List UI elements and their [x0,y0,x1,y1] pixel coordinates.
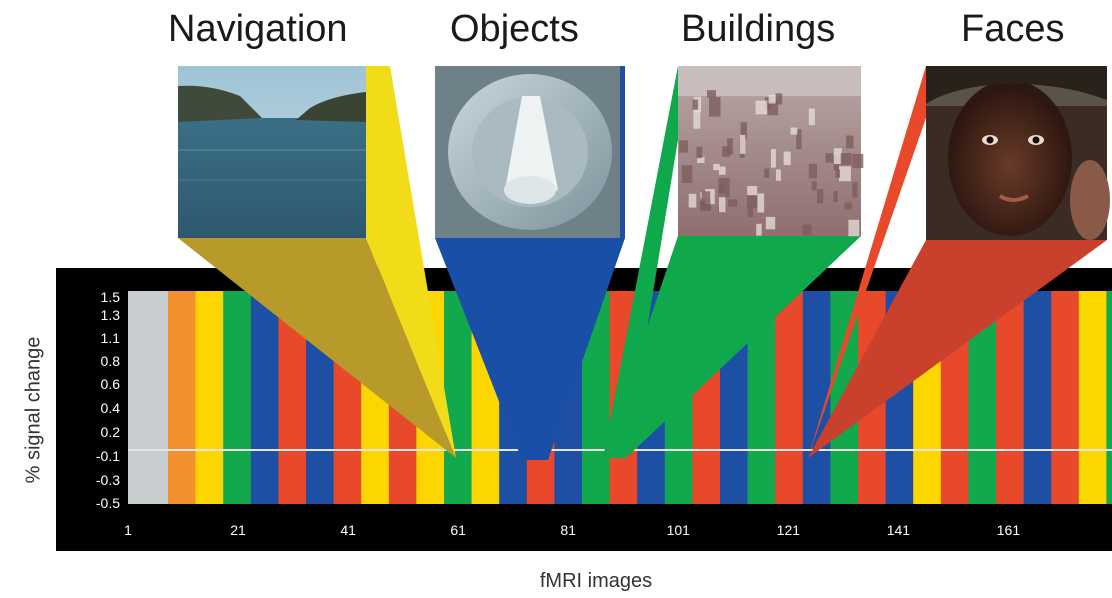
band-red [775,291,804,504]
x-tick-labels: 1 21 41 61 81 101 121 141 161 [124,522,1020,538]
stimulus-photos [178,66,1110,240]
photo-faces [926,66,1110,240]
band-orange [168,291,197,504]
wedge-objects [435,238,625,460]
y-tick-label: 1.3 [101,307,121,323]
band-blue [1023,291,1052,504]
callout-wedges [178,66,1107,460]
band-red [1051,291,1080,504]
y-tick-label: 1.1 [101,330,121,346]
x-tick-label: 81 [560,522,576,538]
y-tick-label: -0.5 [96,495,120,511]
band-yellow [195,291,224,504]
title-buildings: Buildings [681,8,836,50]
x-tick-label: 1 [124,522,132,538]
wedge-faces-side [808,66,944,458]
wedge-navigation-face [178,238,456,458]
y-tick-label: 1.5 [101,289,121,305]
title-navigation: Navigation [168,8,348,50]
band-red [996,291,1025,504]
band-green [444,291,473,504]
y-tick-label: -0.3 [96,472,120,488]
x-tick-label: 161 [997,522,1021,538]
y-axis-label: % signal change [22,336,45,484]
band-blue [250,291,279,504]
wedge-navigation-side [366,66,456,458]
x-tick-label: 121 [777,522,801,538]
wedge-buildings-side [603,66,690,458]
photo-objects [435,66,625,238]
wedge-faces-face [808,240,1107,458]
y-tick-labels: 1.5 1.3 1.1 0.8 0.6 0.4 0.2 -0.1 -0.3 -0.5 [96,289,120,511]
x-tick-label: 61 [450,522,466,538]
wedge-buildings-face [603,236,861,458]
band-gray [128,291,168,504]
photo-navigation [178,66,366,238]
band-green [223,291,252,504]
x-tick-label: 41 [340,522,356,538]
y-tick-label: 0.2 [101,424,121,440]
x-tick-label: 101 [667,522,691,538]
y-tick-label: 0.8 [101,353,121,369]
title-faces: Faces [961,8,1065,50]
x-axis-label: fMRI images [539,570,653,592]
title-objects: Objects [450,8,579,50]
y-tick-label: 0.4 [101,400,121,416]
band-green [1106,291,1112,504]
x-tick-label: 141 [887,522,911,538]
photo-buildings [678,66,864,237]
y-tick-label: -0.1 [96,448,120,464]
x-tick-label: 21 [230,522,246,538]
y-tick-label: 0.6 [101,376,121,392]
band-yellow [1078,291,1107,504]
